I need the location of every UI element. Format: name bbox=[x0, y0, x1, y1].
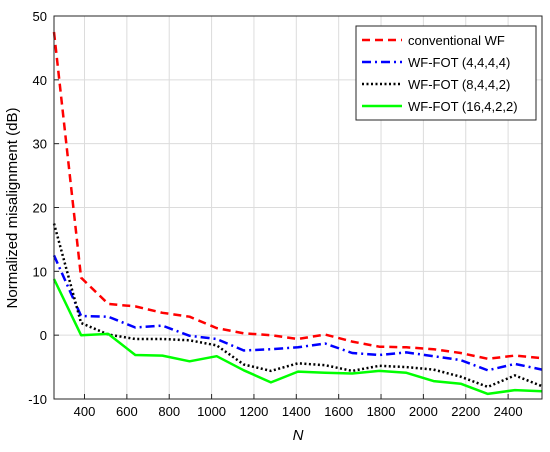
legend-label: WF-FOT (16,4,2,2) bbox=[408, 99, 518, 114]
axis-ticks: 400 600 800 1000 1200 1400 1600 1800 2000 2200 240… bbox=[28, 9, 522, 419]
y-tick-label: -10 bbox=[28, 392, 47, 407]
y-tick-label: 10 bbox=[33, 264, 47, 279]
y-tick-label: 50 bbox=[33, 9, 47, 24]
x-tick-label: 2000 bbox=[409, 404, 438, 419]
series-lines bbox=[52, 31, 543, 396]
y-tick-label: 40 bbox=[33, 73, 47, 88]
x-tick-label: 1200 bbox=[239, 404, 268, 419]
y-axis-label: Normalized misalignment (dB) bbox=[4, 108, 21, 309]
x-axis-label: N bbox=[293, 427, 304, 444]
series-line-1 bbox=[52, 31, 543, 361]
x-tick-label: 600 bbox=[116, 404, 138, 419]
legend-label: WF-FOT (4,4,4,4) bbox=[408, 55, 510, 70]
legend-box bbox=[355, 25, 537, 121]
series-line-4 bbox=[52, 278, 543, 396]
y-tick-label: 30 bbox=[33, 137, 47, 152]
x-tick-label: 400 bbox=[74, 404, 96, 419]
y-tick-label: 0 bbox=[40, 328, 47, 343]
legend: conventional WF WF-FOT (4,4,4,4) WF-FOT (8… bbox=[355, 25, 537, 121]
x-tick-label: 2200 bbox=[451, 404, 480, 419]
series-line-2 bbox=[52, 254, 543, 372]
x-tick-label: 2400 bbox=[494, 404, 523, 419]
x-tick-label: 1600 bbox=[324, 404, 353, 419]
legend-label: conventional WF bbox=[408, 33, 505, 48]
x-tick-label: 1000 bbox=[197, 404, 226, 419]
x-tick-label: 1800 bbox=[367, 404, 396, 419]
legend-label: WF-FOT (8,4,4,2) bbox=[408, 77, 510, 92]
y-tick-label: 20 bbox=[33, 201, 47, 216]
series-line-3 bbox=[52, 223, 543, 389]
x-tick-label: 1400 bbox=[282, 404, 311, 419]
x-tick-label: 800 bbox=[158, 404, 180, 419]
plot-frame bbox=[53, 15, 543, 400]
